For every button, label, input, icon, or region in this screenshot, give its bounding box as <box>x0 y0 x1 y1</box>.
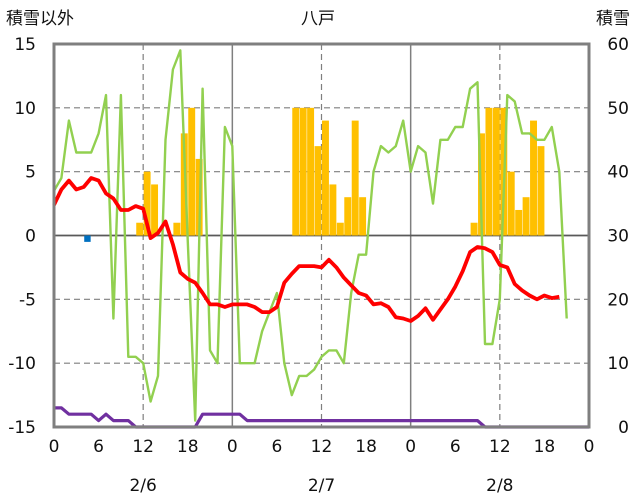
x-tick-label: 12 <box>489 437 511 457</box>
day-label: 2/8 <box>486 476 513 496</box>
right-tick-label: 60 <box>607 35 629 55</box>
precipitation-bars <box>84 107 545 242</box>
precip-bar <box>299 107 307 236</box>
right-tick-label: 10 <box>607 354 629 374</box>
x-tick-label: 12 <box>311 437 333 457</box>
precip-bar <box>522 197 530 236</box>
right-tick-label: 20 <box>607 290 629 310</box>
precip-bar <box>470 222 478 236</box>
precip-bar <box>359 197 367 236</box>
day-label: 2/7 <box>308 476 335 496</box>
day-label: 2/6 <box>129 476 156 496</box>
temperature-line <box>52 176 560 323</box>
left-tick-label: 10 <box>14 99 36 119</box>
x-tick-label: 0 <box>49 437 60 457</box>
axis-labels: 積雪以外 八戸 積雪 <box>6 9 630 29</box>
x-tick-label: 12 <box>132 437 154 457</box>
right-tick-label: 30 <box>607 227 629 247</box>
right-axis-label: 積雪 <box>596 9 630 29</box>
left-tick-label: 0 <box>25 227 36 247</box>
precip-bar <box>485 107 493 236</box>
plot-frame <box>52 42 591 429</box>
right-tick-label: 40 <box>607 163 629 183</box>
x-tick-label: 18 <box>177 437 199 457</box>
x-tick-label: 6 <box>272 437 283 457</box>
x-tick-label: 18 <box>355 437 377 457</box>
right-tick-label: 50 <box>607 99 629 119</box>
precip-bar <box>307 107 315 236</box>
precip-bar <box>507 171 515 236</box>
precip-bar <box>537 146 545 236</box>
precip-bar <box>515 209 523 236</box>
snow-depth-line <box>52 49 568 422</box>
precip-bar <box>344 197 352 236</box>
precip-bar <box>336 222 344 236</box>
left-tick-label: -5 <box>19 290 36 310</box>
right-tick-label: 0 <box>618 418 629 438</box>
precip-bar <box>151 184 159 236</box>
left-axis-label: 積雪以外 <box>6 9 74 29</box>
left-tick-label: 5 <box>25 163 36 183</box>
precip-bar <box>136 222 144 236</box>
precip-bar <box>292 107 300 236</box>
precip-bar <box>492 107 500 236</box>
precip-bar <box>329 184 337 236</box>
left-tick-label: -15 <box>8 418 36 438</box>
x-tick-label: 0 <box>405 437 416 457</box>
wind-bar <box>84 235 91 242</box>
x-tick-label: 6 <box>450 437 461 457</box>
left-tick-label: 15 <box>14 35 36 55</box>
precip-bar <box>143 171 151 236</box>
precip-bar <box>180 133 188 236</box>
x-tick-label: 0 <box>584 437 595 457</box>
x-tick-label: 6 <box>93 437 104 457</box>
precip-bar <box>530 120 537 236</box>
precip-bar <box>188 107 196 236</box>
precip-bar <box>173 222 181 236</box>
x-tick-label: 0 <box>227 437 238 457</box>
precip-bar <box>322 120 329 236</box>
precip-bar <box>351 120 359 236</box>
left-tick-label: -10 <box>8 354 36 374</box>
x-tick-label: 18 <box>534 437 556 457</box>
precip-bar <box>314 146 322 236</box>
plot-border <box>52 42 591 429</box>
chart-title: 八戸 <box>301 9 335 29</box>
